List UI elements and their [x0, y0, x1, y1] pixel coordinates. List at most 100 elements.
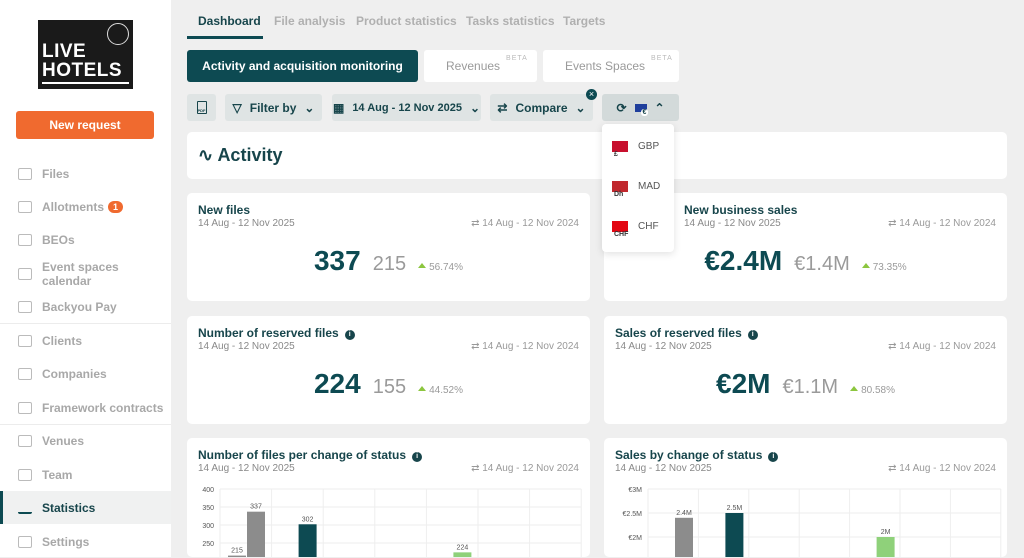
sidebar-item-files[interactable]: Files	[0, 157, 171, 190]
compare-date: ⇄ 14 Aug - 12 Nov 2024	[471, 341, 579, 352]
sidebar-item-venues[interactable]: Venues	[0, 424, 171, 457]
currency-symbol: €	[640, 108, 649, 116]
sidebar-item-statistics[interactable]: Statistics	[0, 491, 171, 524]
clear-compare-button[interactable]: ×	[586, 89, 597, 100]
bar-chart: 400 350 300 250 215 337 302 224	[202, 487, 582, 557]
chevron-down-icon: ⌄	[469, 100, 481, 115]
sidebar-item-label: Statistics	[42, 500, 96, 515]
bar-label: 337	[250, 504, 262, 511]
chevron-down-icon: ⌄	[304, 100, 315, 115]
kpi-card: Number of reserved files i 14 Aug - 12 No…	[187, 316, 590, 424]
sidebar-item-event-spaces-calendar[interactable]: Event spaces calendar	[0, 257, 171, 290]
chart-title: Number of files per change of status i	[198, 448, 423, 462]
card-title-text: New files	[198, 203, 251, 217]
section-title: Activity	[217, 145, 283, 165]
sidebar-item-framework-contracts[interactable]: Framework contracts	[0, 391, 171, 424]
clients-icon	[18, 334, 32, 347]
eu-flag-icon: €	[634, 103, 649, 116]
compare-date: ⇄ 14 Aug - 12 Nov 2024	[471, 463, 579, 474]
compare-date-text: 14 Aug - 12 Nov 2024	[899, 341, 996, 352]
subtab-events-spaces[interactable]: Events Spaces BETA	[543, 50, 679, 82]
bar	[228, 555, 246, 557]
currency-selector[interactable]: ⟳ € ⌃	[602, 94, 679, 121]
currency-option-gbp[interactable]: £ GBP	[612, 141, 659, 158]
info-icon[interactable]: i	[747, 330, 758, 340]
activity-section-header: ∿ Activity	[187, 132, 1007, 179]
kpi-value: 337	[313, 245, 361, 276]
pdf-icon-label: PDF	[197, 108, 206, 113]
card-title-text: Number of reserved files	[198, 326, 339, 340]
filter-by-button[interactable]: ▽ Filter by ⌄	[225, 94, 322, 121]
chart-card: Number of files per change of status i 14…	[187, 438, 590, 557]
notification-badge: 1	[108, 200, 124, 213]
kpi-previous: €1.1M	[782, 376, 839, 398]
kpi-card: Sales of reserved files i 14 Aug - 12 Nov…	[604, 316, 1007, 424]
card-title-text: New business sales	[684, 203, 798, 217]
currency-code: CHF	[638, 221, 659, 232]
sidebar-item-allotments[interactable]: Allotments 1	[0, 190, 171, 223]
chart-card: Sales by change of status i 14 Aug - 12 N…	[604, 438, 1007, 557]
compare-icon: ⇄	[497, 100, 508, 115]
kpi-change: 56.74%	[418, 259, 463, 273]
settings-icon	[18, 535, 32, 548]
subtab-revenues[interactable]: Revenues BETA	[424, 50, 537, 82]
allotments-icon	[18, 200, 32, 213]
currency-code: MAD	[638, 181, 661, 192]
currency-dropdown: £ GBP Dh MAD CHF CHF	[602, 124, 674, 252]
currency-symbol: CHF	[614, 231, 629, 238]
tab-dashboard[interactable]: Dashboard	[198, 14, 261, 28]
info-icon[interactable]: i	[412, 452, 423, 462]
compare-icon: ⇄	[471, 341, 483, 352]
bar-label: 302	[302, 516, 314, 523]
refresh-icon: ⟳	[616, 100, 627, 115]
sidebar-item-label: Framework contracts	[42, 400, 164, 415]
kpi-previous: 155	[372, 376, 407, 398]
sidebar-item-beos[interactable]: BEOs	[0, 223, 171, 256]
sidebar-item-settings[interactable]: Settings	[0, 525, 171, 558]
venues-icon	[18, 434, 32, 447]
info-icon[interactable]: i	[768, 452, 779, 462]
beta-badge: BETA	[651, 55, 673, 62]
date-range-picker[interactable]: ▦ 14 Aug - 12 Nov 2025 ⌄	[332, 94, 481, 121]
card-date: 14 Aug - 12 Nov 2025	[615, 341, 712, 352]
bar-label: 2.4M	[676, 510, 692, 517]
companies-icon	[18, 367, 32, 380]
y-tick-label: 250	[202, 541, 214, 548]
backyou-pay-icon	[18, 300, 32, 313]
kpi-value: €2.4M	[704, 245, 783, 276]
sidebar-item-team[interactable]: Team	[0, 458, 171, 491]
compare-button[interactable]: ⇄ Compare ⌄	[490, 94, 593, 121]
chevron-up-icon: ⌃	[654, 100, 665, 115]
currency-option-mad[interactable]: Dh MAD	[612, 181, 661, 198]
tab-file-analysis[interactable]: File analysis	[274, 14, 346, 28]
kpi-previous: €1.4M	[794, 253, 850, 275]
chart-date: 14 Aug - 12 Nov 2025	[198, 463, 295, 474]
tab-targets[interactable]: Targets	[563, 14, 606, 28]
y-tick-label: €2.5M	[623, 511, 643, 518]
sidebar-item-backyou-pay[interactable]: Backyou Pay	[0, 290, 171, 323]
pdf-export-button[interactable]: PDF	[187, 94, 216, 121]
bar-label: 2.5M	[727, 505, 743, 512]
calendar-icon: ▦	[332, 100, 345, 115]
y-tick-label: 350	[202, 505, 214, 512]
currency-option-chf[interactable]: CHF CHF	[612, 221, 659, 238]
card-title: New files	[198, 203, 250, 217]
tab-tasks-statistics[interactable]: Tasks statistics	[466, 14, 555, 28]
sidebar: LIVE HOTELS New request Files Allotments 1 B…	[0, 0, 171, 557]
sidebar-item-label: Event spaces calendar	[41, 259, 119, 288]
bar	[247, 511, 265, 557]
sidebar-item-clients[interactable]: Clients	[0, 324, 171, 357]
sidebar-item-label: Backyou Pay	[42, 299, 117, 314]
chevron-down-icon: ⌄	[575, 100, 586, 115]
y-tick-label: 400	[202, 487, 214, 494]
bar-label: 224	[457, 544, 469, 551]
kpi-value: 224	[313, 368, 361, 399]
info-icon[interactable]: i	[344, 330, 355, 340]
y-tick-label: €3M	[628, 487, 642, 494]
tab-product-statistics[interactable]: Product statistics	[356, 14, 457, 28]
framework-contracts-icon	[18, 401, 32, 414]
sidebar-item-companies[interactable]: Companies	[0, 357, 171, 390]
new-request-button[interactable]: New request	[16, 111, 154, 139]
subtab-activity[interactable]: Activity and acquisition monitoring	[187, 50, 418, 82]
event-spaces-calendar-icon	[18, 267, 32, 280]
